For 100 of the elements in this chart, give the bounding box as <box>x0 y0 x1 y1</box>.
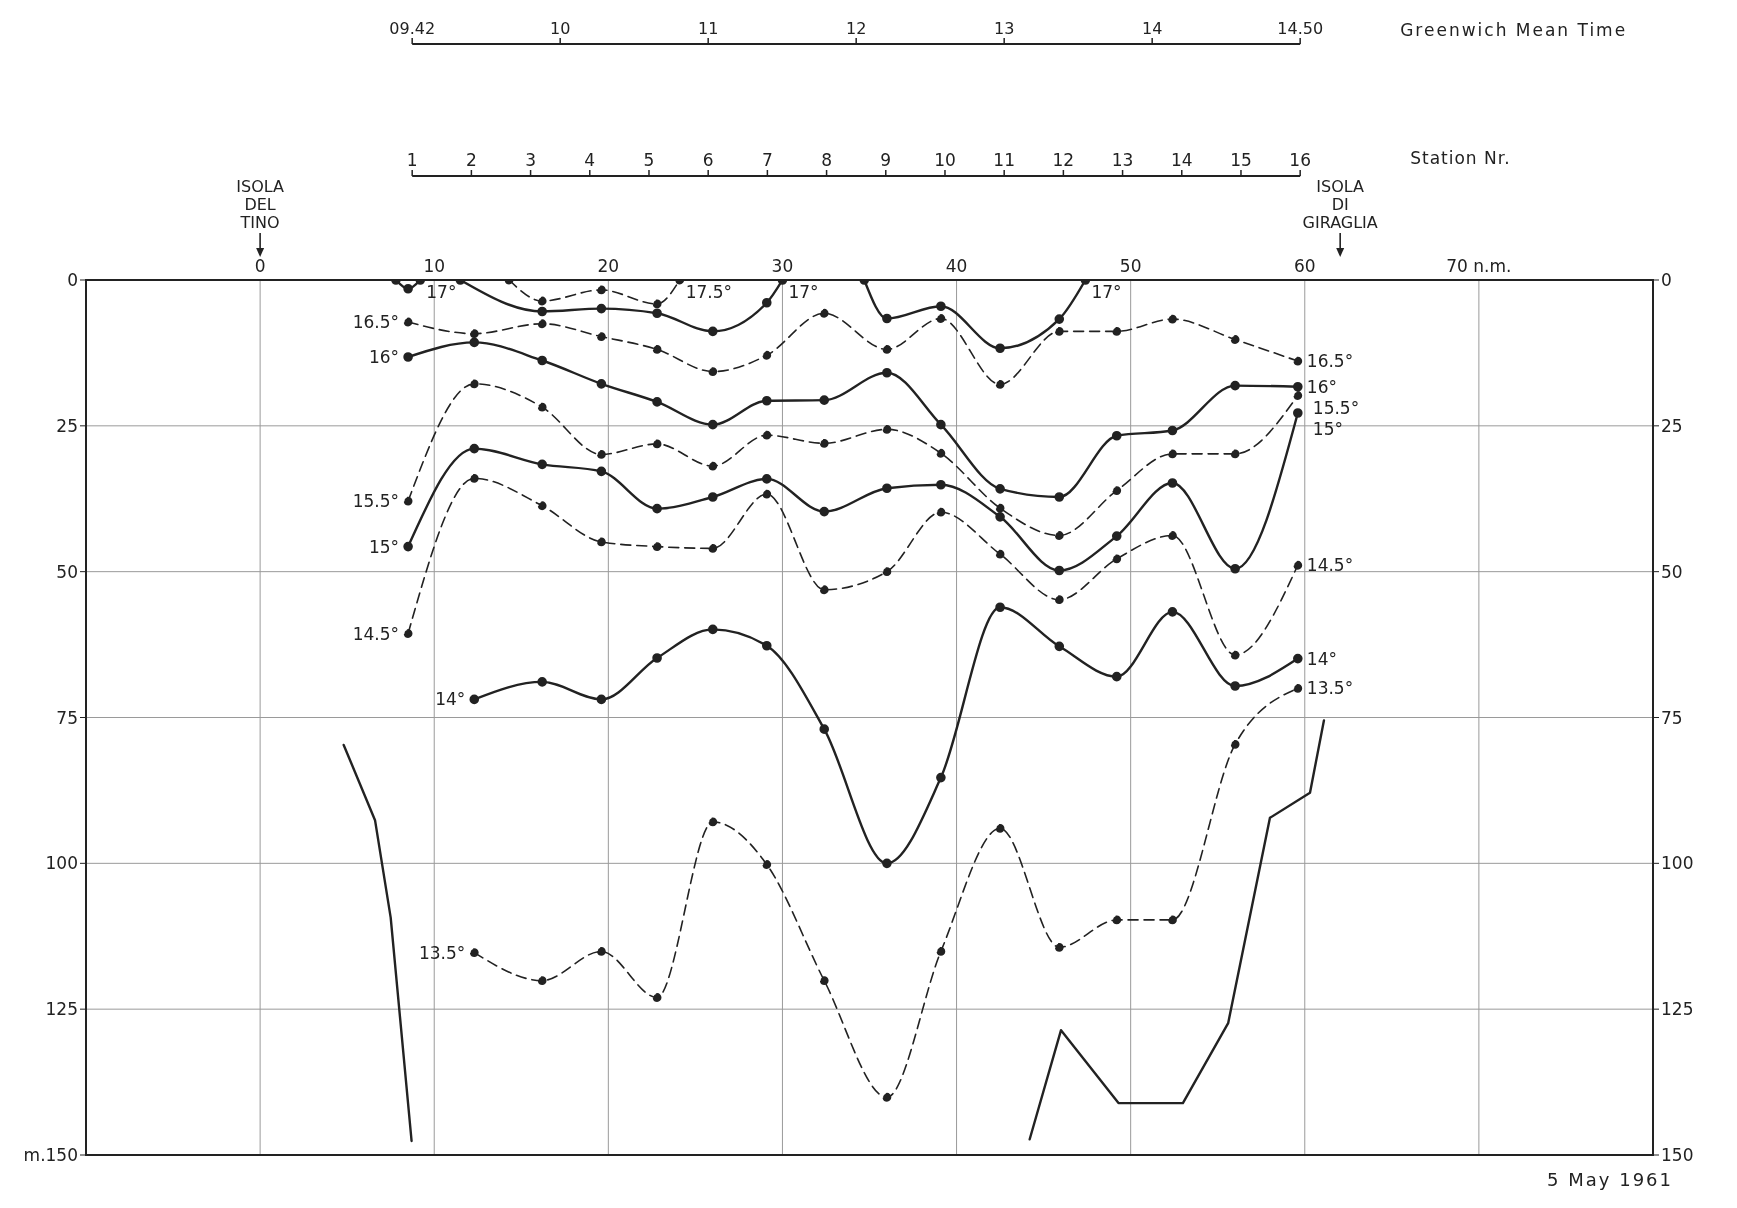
point <box>469 948 479 957</box>
series-label: 17° <box>1091 282 1122 302</box>
text: 15° <box>1312 418 1343 439</box>
text: 15.5° <box>1312 397 1360 418</box>
point <box>403 317 413 327</box>
point <box>819 585 829 595</box>
point <box>537 459 547 470</box>
point <box>1168 915 1177 925</box>
point <box>469 443 480 454</box>
series-label: 16° <box>1306 376 1337 397</box>
point <box>762 350 772 360</box>
point <box>936 314 946 323</box>
point <box>882 313 892 324</box>
point <box>652 397 662 407</box>
point <box>995 343 1005 354</box>
point <box>652 299 662 309</box>
point <box>761 640 772 651</box>
point <box>537 501 547 511</box>
point <box>1112 486 1122 495</box>
x2-tick-label: 5 <box>643 150 655 170</box>
x2-tick-label: 1 <box>406 150 418 170</box>
point <box>761 474 772 484</box>
point <box>882 858 892 869</box>
y-tick-label: 100 <box>45 853 78 874</box>
y-tick-label: 25 <box>56 415 78 436</box>
point <box>1293 683 1303 693</box>
point <box>882 483 892 494</box>
y2-tick-label: 150 <box>1661 1145 1694 1166</box>
x2-tick-label: 12 <box>1052 150 1075 170</box>
point <box>819 438 829 448</box>
text: 13 <box>994 19 1015 38</box>
point <box>995 823 1005 833</box>
point <box>708 461 718 471</box>
point <box>1167 425 1178 436</box>
point <box>882 1092 892 1102</box>
point <box>1230 335 1240 344</box>
point <box>1230 563 1240 574</box>
point <box>1111 671 1122 682</box>
point <box>1112 915 1122 925</box>
series-label: 17.5° <box>685 282 733 302</box>
point <box>708 624 718 635</box>
point <box>1167 607 1178 617</box>
point <box>596 332 606 341</box>
point <box>652 653 662 663</box>
point <box>537 402 547 412</box>
y2-tick-label: 75 <box>1661 707 1683 728</box>
point <box>708 817 718 827</box>
x-tick-label: 10 <box>423 256 446 276</box>
point <box>1054 492 1065 502</box>
point <box>1112 326 1122 336</box>
text: 14.5° <box>352 623 400 644</box>
point <box>708 492 718 502</box>
point <box>819 724 830 734</box>
point <box>652 993 662 1002</box>
point <box>596 450 606 459</box>
point <box>995 484 1005 494</box>
text: 10 <box>550 19 571 38</box>
point <box>596 947 606 956</box>
point <box>819 308 829 318</box>
point <box>1111 531 1122 541</box>
point <box>1167 478 1178 488</box>
text: 16° <box>368 347 400 367</box>
point <box>708 419 718 430</box>
y-tick-label: 125 <box>45 999 78 1020</box>
point <box>1230 681 1240 691</box>
point <box>652 542 662 551</box>
text: ISOLA DI GIRAGLIA <box>1302 177 1378 232</box>
y2-tick-label: 100 <box>1661 853 1694 874</box>
x2-tick-label: 15 <box>1230 150 1252 170</box>
series-label: 15° <box>368 536 400 557</box>
x2-tick-label: 8 <box>821 150 832 170</box>
x2-tick-label: 16 <box>1289 150 1311 170</box>
point <box>403 496 413 506</box>
series-label: 17° <box>426 282 457 302</box>
point <box>469 329 479 339</box>
text: ISOLA DEL TINO <box>236 177 285 232</box>
text: 14° <box>435 689 466 710</box>
point <box>1230 650 1240 660</box>
point <box>1230 449 1240 459</box>
text: 09.42 <box>389 19 436 38</box>
text: 5 May 1961 <box>1547 1169 1673 1190</box>
point <box>1168 449 1177 459</box>
point <box>469 379 479 389</box>
y-tick-label: 50 <box>56 561 78 582</box>
x2-tick-label: 14 <box>1170 150 1193 170</box>
point <box>995 503 1005 513</box>
point <box>995 549 1005 559</box>
y-tick-label: 75 <box>56 707 78 728</box>
point <box>995 602 1005 613</box>
point <box>469 694 480 705</box>
text: 14 <box>1142 19 1163 38</box>
x2-tick-label: 3 <box>525 150 536 170</box>
point <box>882 345 892 354</box>
y2-tick-label: 50 <box>1661 561 1683 582</box>
x2-tick-label: 9 <box>880 150 892 170</box>
y2-tick-label: 125 <box>1661 999 1694 1020</box>
x2-tick-label: 11 <box>993 150 1015 170</box>
point <box>819 395 830 405</box>
text: Greenwich Mean Time <box>1400 20 1628 40</box>
x2-tick-label: 6 <box>702 150 714 170</box>
